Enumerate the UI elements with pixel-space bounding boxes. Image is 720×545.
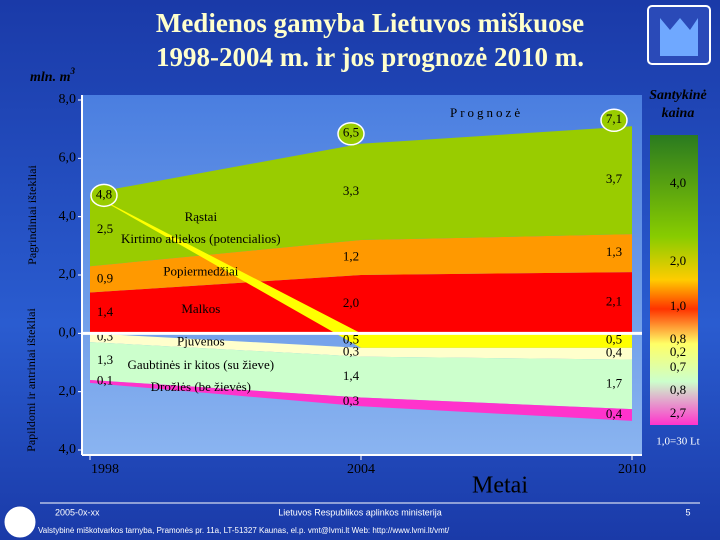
series-name: Malkos: [181, 301, 220, 316]
value-label: 3,3: [343, 183, 359, 198]
axis-group-label: Pagrindiniai ištekliai: [25, 165, 39, 265]
price-label: 2,0: [670, 253, 686, 268]
series-name: Rąstai: [185, 209, 218, 224]
price-title: Santykinė: [649, 88, 707, 103]
series-name: Kirtimo atliekos (potencialios): [121, 231, 281, 246]
y-tick-label: 2,0: [59, 384, 77, 399]
total-label: 4,8: [96, 186, 112, 201]
value-label: 2,1: [606, 294, 622, 309]
footer-page: 5: [685, 507, 690, 517]
footer-logo: [3, 505, 37, 539]
total-label: 7,1: [606, 111, 622, 126]
total-badge: [90, 183, 118, 208]
y-tick-label: 2,0: [59, 267, 77, 282]
value-label: 0,5: [343, 332, 359, 347]
value-label: 0,9: [97, 270, 113, 285]
axis-group-label: Papildomi ir antriniai ištekliai: [24, 308, 38, 452]
value-label: 1,3: [97, 352, 113, 367]
price-label: 0,2: [670, 344, 686, 359]
price-label: 1,0: [670, 298, 686, 313]
value-label: 2,0: [343, 295, 359, 310]
price-label: 0,8: [670, 382, 686, 397]
value-label: 1,3: [606, 244, 622, 259]
series-name: Gaubtinės ir kitos (su žieve): [128, 357, 275, 372]
y-tick-label: 4,0: [59, 209, 77, 224]
price-note: 1,0=30 Lt: [656, 436, 699, 448]
value-label: 0,5: [606, 332, 622, 347]
y-unit: mln. m3: [30, 66, 75, 85]
area: [90, 333, 632, 360]
value-label: 0,4: [606, 345, 623, 360]
series-name: Drožlės (be žievės): [151, 379, 251, 394]
series-name: Pjuvenos: [177, 333, 225, 348]
x-tick-label: 1998: [91, 462, 119, 477]
value-label: 1,2: [343, 248, 359, 263]
value-label: 0,3: [97, 329, 113, 344]
logo-mark: [660, 18, 698, 56]
y-tick-label: 4,0: [59, 442, 77, 457]
value-label: 0,1: [97, 372, 113, 387]
value-label: 1,7: [606, 375, 623, 390]
value-label: 0,4: [606, 406, 623, 421]
price-title: kaina: [662, 106, 695, 121]
value-label: 2,5: [97, 221, 113, 236]
price-label: 2,7: [670, 405, 687, 420]
area: [90, 126, 632, 267]
footer-org: Lietuvos Respublikos aplinkos ministerij…: [278, 507, 442, 517]
y-tick-label: 8,0: [59, 92, 77, 107]
price-label: 0,7: [670, 359, 687, 374]
value-label: 3,7: [606, 171, 623, 186]
x-tick-label: 2004: [347, 462, 375, 477]
y-unit-text: mln. m: [30, 70, 71, 85]
value-label: 1,4: [97, 304, 114, 319]
total-label: 6,5: [343, 125, 359, 140]
price-column: [650, 135, 698, 425]
price-label: 4,0: [670, 175, 686, 190]
value-label: 1,4: [343, 368, 360, 383]
title-line: Medienos gamyba Lietuvos miškuose: [156, 8, 584, 38]
area: [90, 380, 632, 421]
value-label: 0,3: [343, 343, 359, 358]
y-tick-label: 6,0: [59, 151, 77, 166]
series-name: Popiermedžiai: [163, 263, 238, 278]
area: [90, 342, 632, 410]
footer-address: Valstybinė miškotvarkos tarnyba, Pramonė…: [38, 526, 450, 535]
value-label: 0,3: [343, 393, 359, 408]
x-tick-label: 2010: [618, 462, 646, 477]
y-unit-sup: 3: [69, 66, 75, 76]
price-label: 0,8: [670, 331, 686, 346]
area: [90, 234, 632, 293]
y-tick-label: 0,0: [59, 326, 77, 341]
total-badge: [337, 122, 365, 146]
x-axis-label: Metai: [472, 473, 528, 499]
total-badge: [600, 108, 628, 132]
title-line: 1998-2004 m. ir jos prognozė 2010 m.: [156, 42, 584, 72]
footer-date: 2005-0x-xx: [55, 507, 100, 517]
forecast-label: Prognozė: [450, 105, 523, 120]
area: [90, 272, 632, 334]
